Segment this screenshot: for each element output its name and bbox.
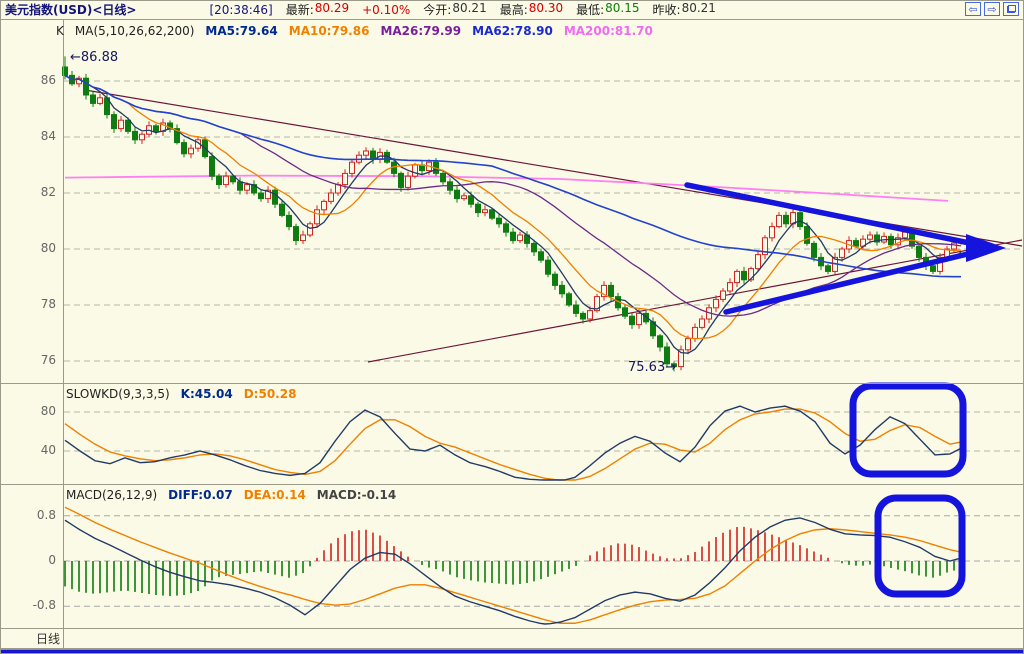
cascade-windows-button[interactable] (1003, 2, 1019, 16)
price-axis-label: 84 (40, 129, 56, 143)
ma5-line (64, 74, 962, 354)
ma62-value: MA62:78.90 (472, 24, 553, 38)
ma10-line (64, 74, 962, 340)
back-button[interactable]: ⇦ (965, 2, 981, 16)
instrument-title: 美元指数(USD)<日线> (5, 3, 137, 17)
drawn-triangle-line (723, 249, 979, 315)
main-chart-legend: K MA(5,10,26,62,200) MA5:79.64 MA10:79.8… (56, 24, 653, 38)
macd-params-label: MACD(26,12,9) (66, 488, 158, 502)
k-chart-label: K (56, 24, 64, 38)
change-percent: +0.10% (362, 2, 411, 17)
drawn-triangle-line (684, 182, 987, 249)
d-value: D:50.28 (243, 387, 297, 401)
low-annotation: 75.63→ (628, 360, 676, 375)
window-buttons: ⇦ ⇨ (965, 2, 1019, 16)
wedge-trendline (367, 239, 1023, 363)
quote-time: [20:38:46] (209, 2, 273, 17)
ma62-line (64, 74, 962, 278)
macd-axis-label: 0 (48, 553, 56, 567)
high-annotation: ←86.88 (70, 50, 118, 65)
slowkd-params-label: SLOWKD(9,3,3,5) (66, 387, 170, 401)
kd-axis-label: 80 (40, 404, 56, 418)
ma26-line (64, 74, 962, 317)
price-axis-label: 86 (40, 73, 56, 87)
drawn-highlight-box (849, 382, 967, 478)
low-price: 最低: 80.15 (576, 1, 640, 17)
macd-axis-label: -0.8 (32, 598, 56, 613)
period-selector[interactable]: 日线 (0, 629, 63, 648)
time-axis-bar: 日线 201006070809101112201101 (0, 629, 1024, 648)
bottom-blue-strip (1, 649, 1023, 653)
macd-axis-label: 0.8 (36, 507, 56, 522)
low-annotation-text: 75.63 (628, 360, 666, 375)
back-arrow-icon: ⇦ (968, 2, 978, 16)
slowkd-legend: SLOWKD(9,3,3,5) K:45.04 D:50.28 (66, 387, 296, 401)
forward-arrow-icon: ⇨ (987, 2, 997, 16)
drawn-highlight-box (874, 494, 966, 598)
price-axis-label: 80 (40, 241, 56, 255)
low-annotation-arrow-icon: → (665, 360, 677, 375)
open-price: 今开: 80.21 (423, 1, 487, 17)
ma200-line (64, 174, 949, 202)
k-value: K:45.04 (180, 387, 233, 401)
macd-dea-line (64, 506, 966, 624)
last-price: 最新: 80.29 (285, 1, 350, 17)
macd-legend: MACD(26,12,9) DIFF:0.07 DEA:0.14 MACD:-0… (66, 488, 396, 502)
price-axis-label: 82 (40, 185, 56, 199)
diff-value: DIFF:0.07 (168, 488, 233, 502)
high-price: 最高: 80.30 (499, 1, 564, 17)
kd-axis-label: 40 (40, 443, 56, 457)
price-axis-label: 76 (40, 353, 56, 367)
period-label: 日线 (35, 632, 60, 646)
price-axis-label: 78 (40, 297, 56, 311)
macd-diff-line (64, 517, 966, 625)
ma26-value: MA26:79.99 (380, 24, 462, 38)
ma-params-label: MA(5,10,26,62,200) (74, 24, 195, 38)
quote-header: 美元指数(USD)<日线> [20:38:46] 最新: 80.29 +0.10%… (0, 0, 1024, 19)
dea-value: DEA:0.14 (243, 488, 306, 502)
forward-button[interactable]: ⇨ (984, 2, 1000, 16)
ma5-value: MA5:79.64 (205, 24, 278, 38)
drawn-arrow-head (966, 234, 1006, 262)
macd-value: MACD:-0.14 (316, 488, 397, 502)
cascade-windows-icon (1006, 5, 1016, 13)
kd-k-line (64, 405, 966, 481)
high-annotation-text: 86.88 (80, 50, 119, 65)
prev-close-price: 昨收: 80.21 (652, 1, 716, 17)
ma200-value: MA200:81.70 (563, 24, 653, 38)
kd-d-line (64, 408, 966, 481)
ma10-value: MA10:79.86 (288, 24, 370, 38)
high-annotation-arrow-icon: ← (70, 50, 81, 65)
